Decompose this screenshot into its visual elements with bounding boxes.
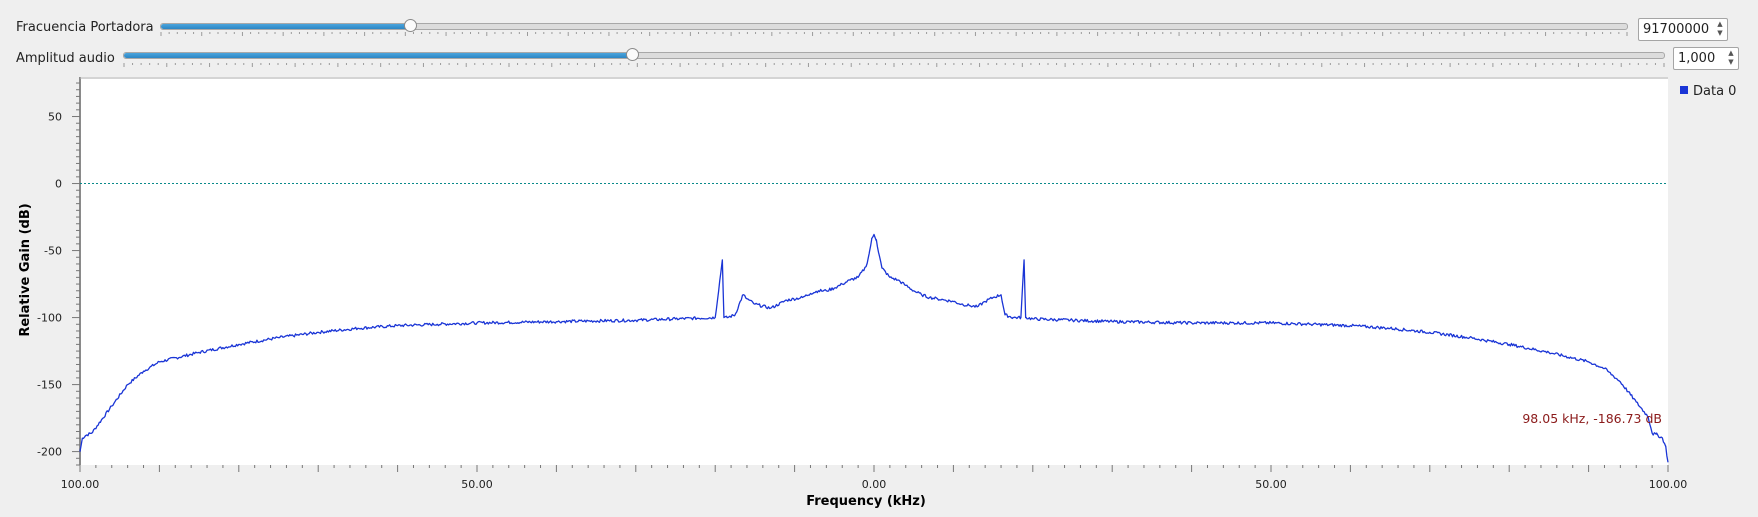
y-tick-label: 0 (55, 178, 62, 191)
x-tick-label: 100.00 (61, 478, 100, 491)
carrier-frequency-label: Fracuencia Portadora (16, 20, 154, 35)
audio-amplitude-slider-handle[interactable] (626, 48, 640, 61)
y-tick-label: -150 (37, 379, 62, 392)
x-tick-label: 50.00 (1255, 478, 1287, 491)
x-tick-label: 0.00 (862, 478, 887, 491)
carrier-frequency-value[interactable]: 91700000 (1643, 22, 1710, 37)
marker-readout: 98.05 kHz, -186.73 dB (1522, 411, 1662, 426)
carrier-frequency-slider-handle[interactable] (404, 19, 418, 32)
carrier-frequency-slider[interactable] (160, 19, 1628, 32)
y-tick-label: 50 (48, 111, 62, 124)
audio-amplitude-spinbox[interactable]: 1,000 ▲ ▼ (1673, 47, 1739, 70)
audio-amplitude-value[interactable]: 1,000 (1678, 51, 1716, 66)
plot-background (80, 79, 1668, 465)
x-tick-label: 50.00 (461, 478, 493, 491)
y-tick-label: -50 (44, 245, 62, 258)
carrier-frequency-row: Fracuencia Portadora 91700000 ▲ ▼ (0, 12, 1758, 42)
audio-amplitude-label: Amplitud audio (16, 51, 115, 66)
y-axis-title: Relative Gain (dB) (18, 203, 33, 336)
x-tick-label: 100.00 (1649, 478, 1688, 491)
carrier-frequency-spin-arrows-icon[interactable]: ▲ ▼ (1717, 20, 1723, 37)
data-0-trace (79, 233, 1669, 463)
carrier-frequency-spinbox[interactable]: 91700000 ▲ ▼ (1638, 18, 1728, 41)
legend-swatch-data-0[interactable] (1680, 86, 1688, 94)
carrier-frequency-slider-fill (161, 24, 411, 29)
x-axis: 100.00 50.00 0.00 50.00 100.00 (61, 465, 1688, 491)
audio-amplitude-slider[interactable] (123, 48, 1665, 61)
audio-amplitude-slider-fill (124, 53, 633, 58)
frequency-plot[interactable]: 500-50-100-150-200 100.00 50.00 0.00 50.00 1… (0, 76, 1758, 513)
legend-label-data-0[interactable]: Data 0 (1693, 84, 1736, 99)
y-axis: 50 0 -50 -100 -150 -200 (37, 82, 80, 466)
audio-amplitude-ticks (123, 63, 1665, 67)
frequency-plot-panel: 50 0 -50 -100 -150 -200 100.00 50.00 0.00 50.00 1… (0, 76, 1758, 513)
y-tick-label: -200 (37, 446, 62, 459)
audio-amplitude-row: Amplitud audio 1,000 ▲ ▼ (0, 42, 1758, 72)
carrier-frequency-ticks (160, 32, 1628, 36)
audio-amplitude-spin-arrows-icon[interactable]: ▲ ▼ (1728, 49, 1734, 66)
x-axis-title: Frequency (kHz) (806, 494, 926, 509)
y-tick-label: -100 (37, 312, 62, 325)
